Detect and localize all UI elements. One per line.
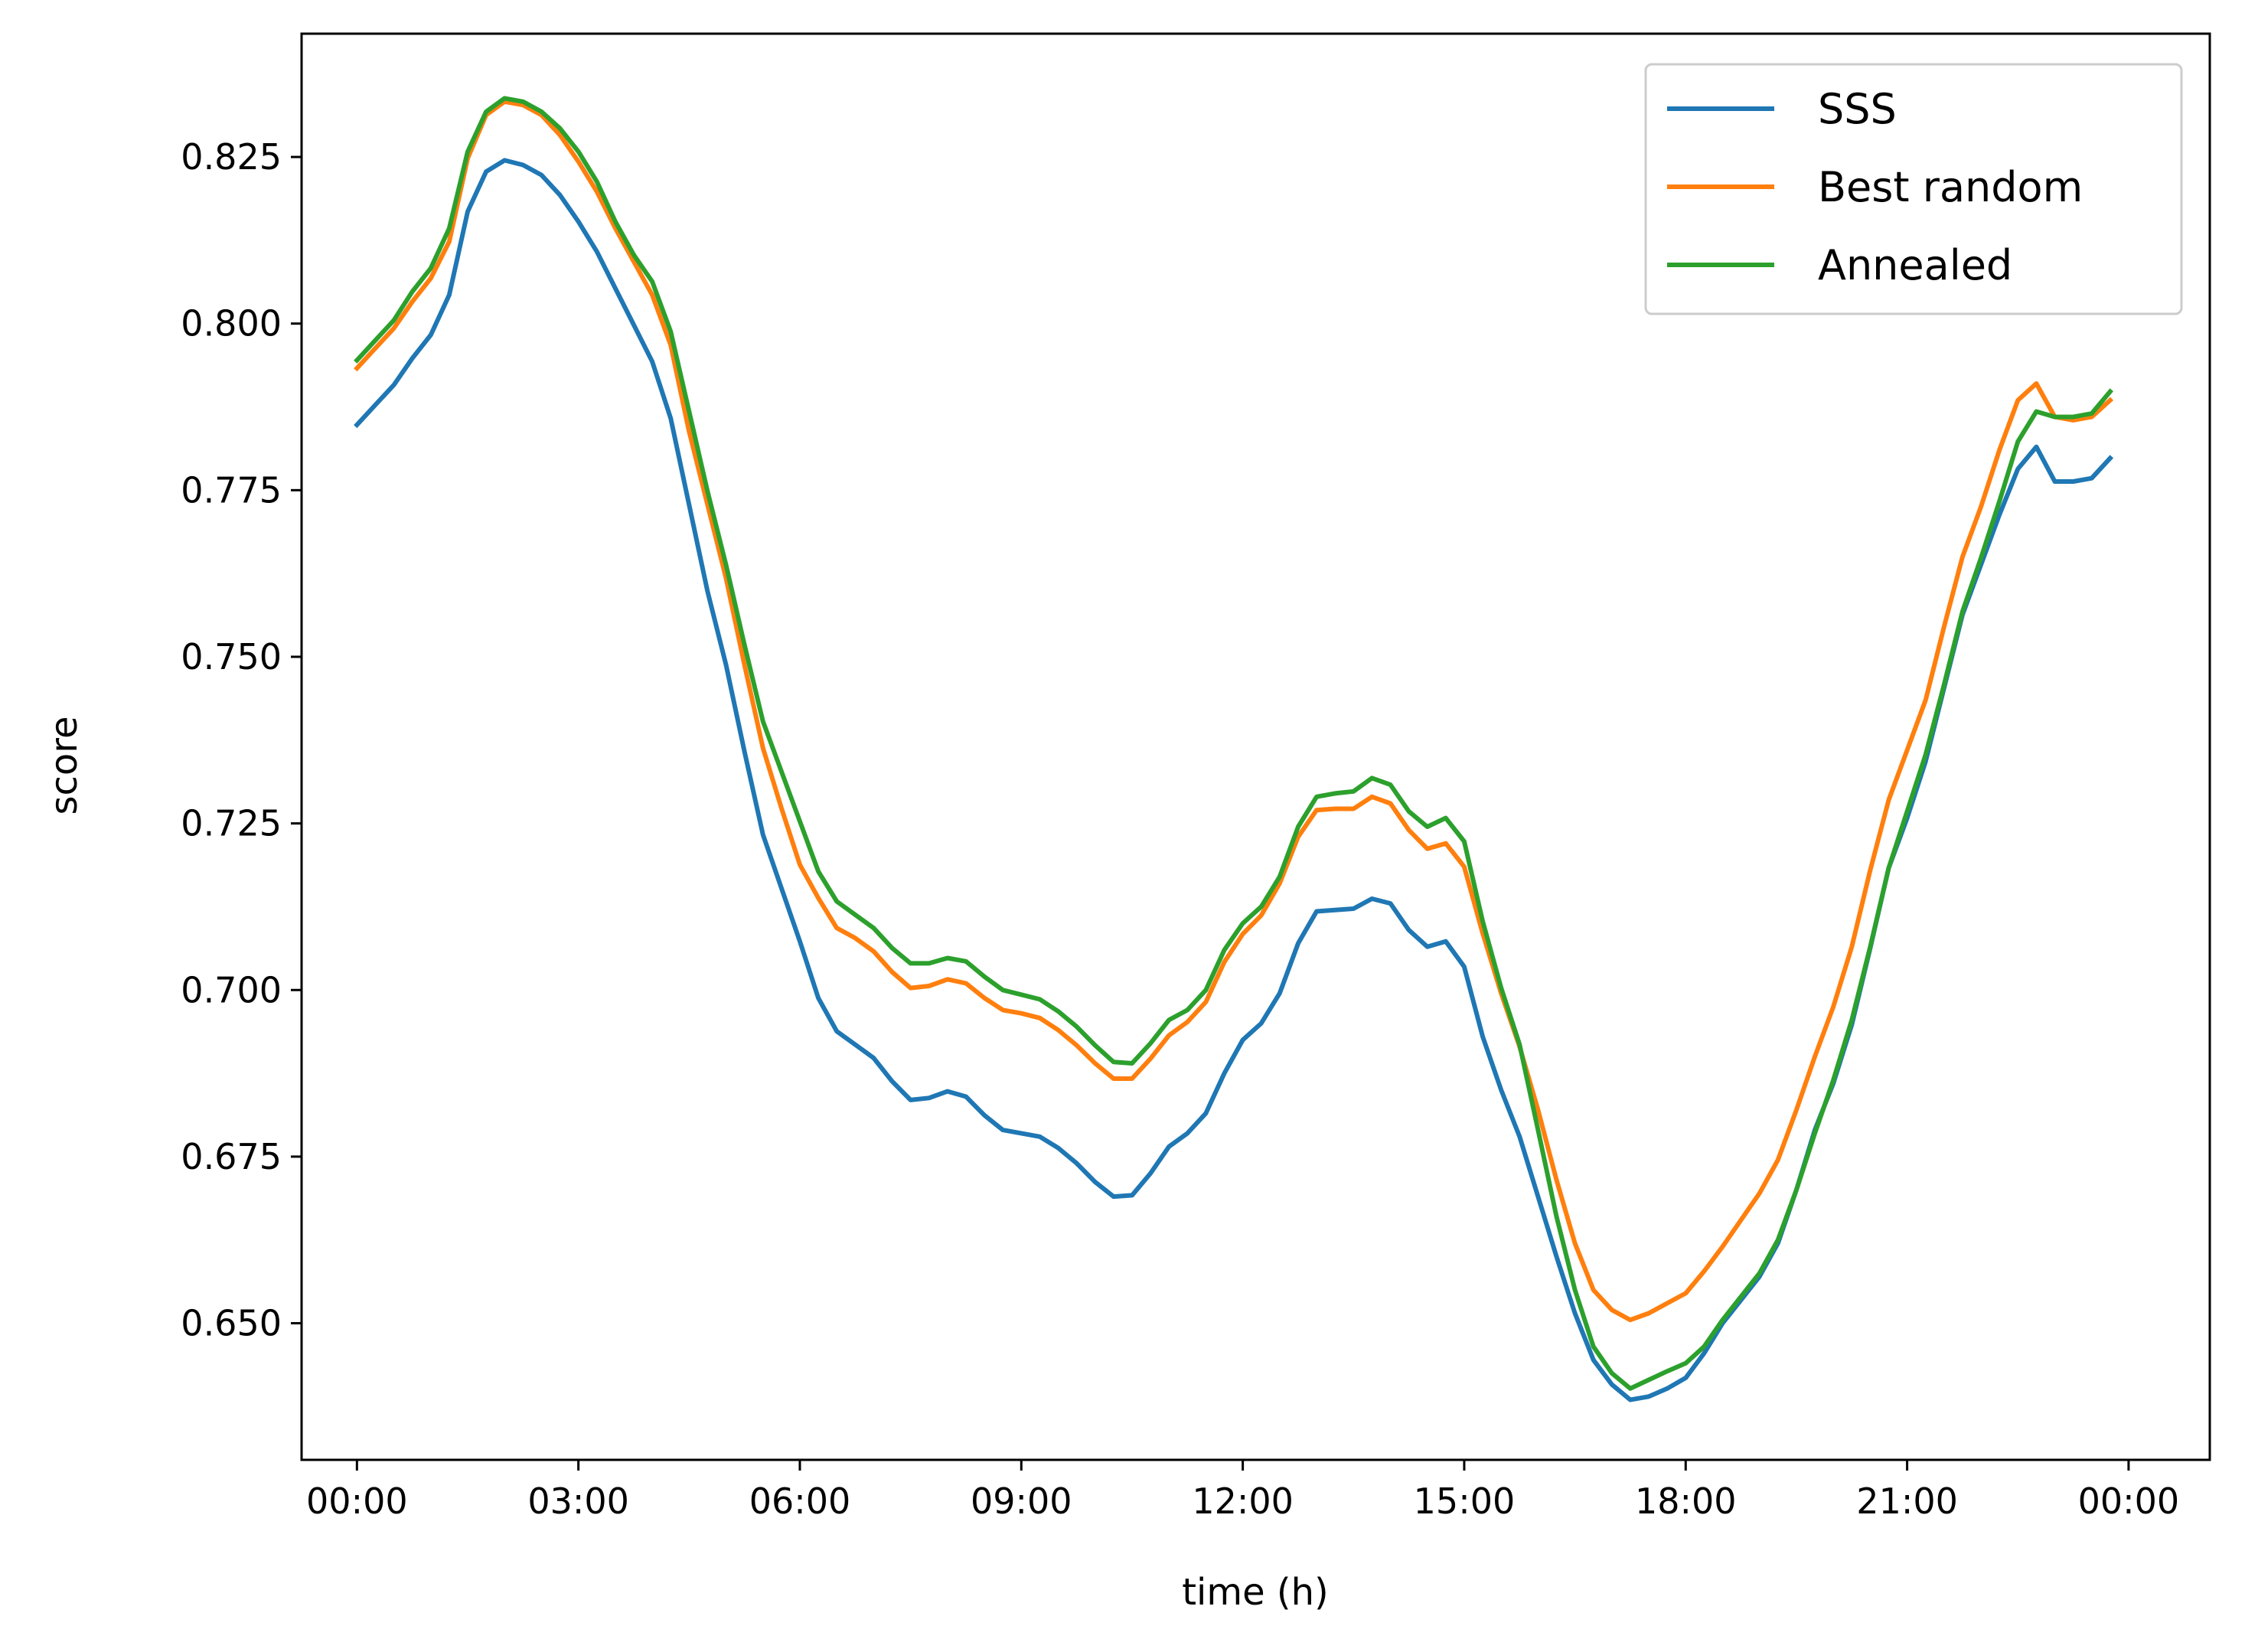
x-tick-label: 00:00 bbox=[2078, 1481, 2180, 1522]
legend: SSS Best random Annealed bbox=[1644, 63, 2183, 315]
x-axis: 00:00 03:00 06:00 09:00 12:00 15:00 18:00 21:00… bbox=[306, 1460, 2179, 1522]
x-tick-label: 12:00 bbox=[1192, 1481, 1294, 1522]
y-tick-label: 0.700 bbox=[181, 969, 282, 1010]
x-axis-label: time (h) bbox=[1182, 1571, 1329, 1614]
y-tick-label: 0.725 bbox=[181, 803, 282, 844]
legend-label: SSS bbox=[1818, 85, 1897, 133]
legend-label: Best random bbox=[1818, 163, 2083, 211]
x-tick-label: 21:00 bbox=[1856, 1481, 1958, 1522]
x-tick-label: 18:00 bbox=[1635, 1481, 1737, 1522]
y-tick-label: 0.775 bbox=[181, 469, 282, 511]
x-tick-label: 09:00 bbox=[971, 1481, 1072, 1522]
series-line-3 bbox=[354, 96, 2114, 1391]
plot-frame bbox=[300, 32, 2211, 1461]
y-tick-label: 0.650 bbox=[181, 1303, 282, 1344]
series-line-2 bbox=[354, 99, 2114, 1323]
x-tick-label: 15:00 bbox=[1414, 1481, 1516, 1522]
y-tick-label: 0.825 bbox=[181, 136, 282, 178]
x-tick-label: 06:00 bbox=[749, 1481, 851, 1522]
y-tick-label: 0.800 bbox=[181, 303, 282, 344]
series-layer bbox=[354, 96, 2114, 1402]
legend-label: Annealed bbox=[1818, 241, 2012, 289]
y-axis-label: score bbox=[43, 717, 86, 815]
x-tick-label: 00:00 bbox=[306, 1481, 408, 1522]
legend-box bbox=[1644, 63, 2183, 315]
y-axis: 0.650 0.675 0.700 0.725 0.750 0.775 0.800 0.825 bbox=[181, 136, 302, 1344]
y-tick-label: 0.750 bbox=[181, 636, 282, 677]
x-tick-label: 03:00 bbox=[527, 1481, 629, 1522]
y-tick-label: 0.675 bbox=[181, 1136, 282, 1177]
